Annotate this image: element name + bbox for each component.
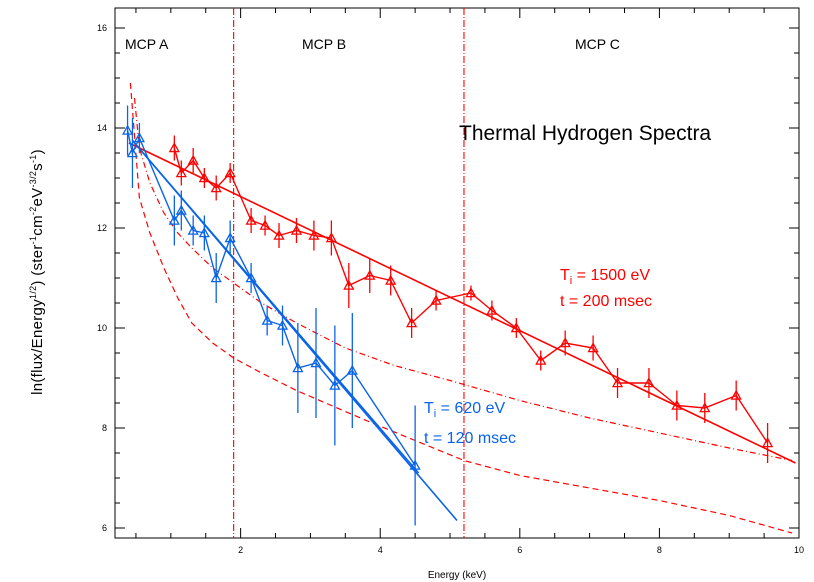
x-tick-label: 8	[657, 545, 662, 555]
data-point	[310, 357, 322, 368]
data-point	[175, 204, 187, 215]
y-tick-label: 8	[102, 423, 107, 433]
y-label-sup: -2	[28, 206, 38, 215]
data-point	[133, 132, 146, 143]
region-boundaries	[233, 8, 465, 538]
fit-lines	[128, 139, 796, 522]
data-point	[290, 224, 303, 235]
data-point	[245, 272, 257, 283]
data-point	[730, 389, 742, 400]
data-point	[259, 219, 271, 230]
y-label-sup: 1/2	[28, 286, 38, 299]
data-point	[121, 124, 134, 135]
data-point	[245, 214, 257, 225]
y-label-part: )	[29, 149, 46, 154]
data-point	[643, 377, 655, 388]
data-point	[273, 229, 285, 240]
x-tick-label: 6	[517, 545, 522, 555]
fit-line	[131, 139, 420, 474]
data-point	[535, 354, 547, 365]
data-point	[308, 229, 320, 240]
annotation-value: = 620 eV	[436, 400, 505, 417]
data-point	[486, 304, 498, 315]
data-point	[385, 274, 397, 285]
data-point	[210, 272, 222, 283]
region-label-mcp-a: MCP A	[125, 36, 169, 52]
axis-ticks	[115, 8, 800, 538]
annotation-symbol: T	[424, 400, 434, 417]
data-point	[510, 322, 522, 333]
data-point	[671, 399, 683, 410]
data-point	[346, 364, 358, 375]
annotation-value: = 1500 eV	[572, 267, 650, 284]
data-point	[175, 167, 187, 178]
annotation-subscript: i	[434, 408, 436, 420]
data-point	[187, 224, 199, 235]
y-tick-label: 12	[97, 223, 107, 233]
annotation-red-time: t = 200 msec	[560, 293, 652, 310]
region-label-mcp-b: MCP B	[302, 36, 346, 52]
y-label-sup: -1	[28, 154, 38, 163]
data-point	[198, 172, 210, 183]
data-point	[559, 337, 571, 348]
data-point	[276, 319, 289, 330]
x-axis-label: Energy (keV)	[428, 570, 486, 581]
data-point	[168, 214, 180, 225]
data-point	[611, 377, 624, 388]
annotation-symbol: T	[560, 267, 570, 284]
background-curve	[129, 82, 793, 534]
data-point	[699, 402, 711, 413]
y-label-part: cm	[29, 215, 46, 236]
x-tick-label: 4	[378, 545, 383, 555]
background-curves	[129, 82, 793, 534]
y-label-sup: -3/2	[28, 171, 38, 188]
data-point	[224, 167, 236, 178]
data-point	[292, 362, 304, 373]
data-point	[405, 317, 418, 328]
x-tick-label: 10	[794, 545, 804, 555]
y-tick-label: 14	[97, 123, 107, 133]
chart-title: Thermal Hydrogen Spectra	[459, 122, 711, 145]
data-point	[168, 142, 180, 153]
y-label-part: ) (ster	[29, 244, 46, 285]
plot-frame	[114, 7, 800, 539]
x-tick-label: 2	[238, 545, 243, 555]
data-point	[364, 269, 376, 280]
y-label-part: eV	[29, 188, 46, 207]
data-point	[198, 227, 210, 238]
x-tick-labels: 2 4 6 8 10	[238, 545, 804, 555]
y-tick-labels: 6 8 10 12 14 16	[97, 23, 107, 533]
data-point	[409, 459, 421, 470]
data-point	[430, 294, 442, 305]
y-label-part: s	[29, 163, 46, 171]
annotation-red-ti: Ti = 1500 eV	[560, 267, 650, 287]
data-point	[761, 437, 774, 448]
data-point	[587, 342, 599, 353]
data-point	[329, 379, 341, 390]
data-point	[187, 154, 199, 165]
data-point	[325, 232, 338, 243]
y-label-part: ln(flux/Energy	[29, 299, 46, 395]
region-label-mcp-c: MCP C	[575, 36, 620, 52]
y-tick-label: 10	[97, 323, 107, 333]
data-point	[343, 279, 355, 290]
y-tick-label: 6	[102, 523, 107, 533]
y-axis-label: ln(flux/Energy1/2) (ster-1cm-2eV-3/2s-1)	[28, 149, 46, 395]
series-line	[126, 130, 416, 466]
data-series	[121, 105, 774, 526]
data-point	[210, 182, 222, 193]
annotation-blue-time: t = 120 msec	[424, 430, 516, 447]
y-tick-label: 16	[97, 23, 107, 33]
y-label-sup: -1	[28, 236, 38, 245]
annotation-subscript: i	[570, 275, 572, 287]
annotation-blue-ti: Ti = 620 eV	[424, 400, 506, 420]
data-point	[465, 287, 477, 298]
data-point	[126, 147, 139, 158]
data-point	[224, 232, 236, 243]
data-point	[261, 314, 273, 325]
